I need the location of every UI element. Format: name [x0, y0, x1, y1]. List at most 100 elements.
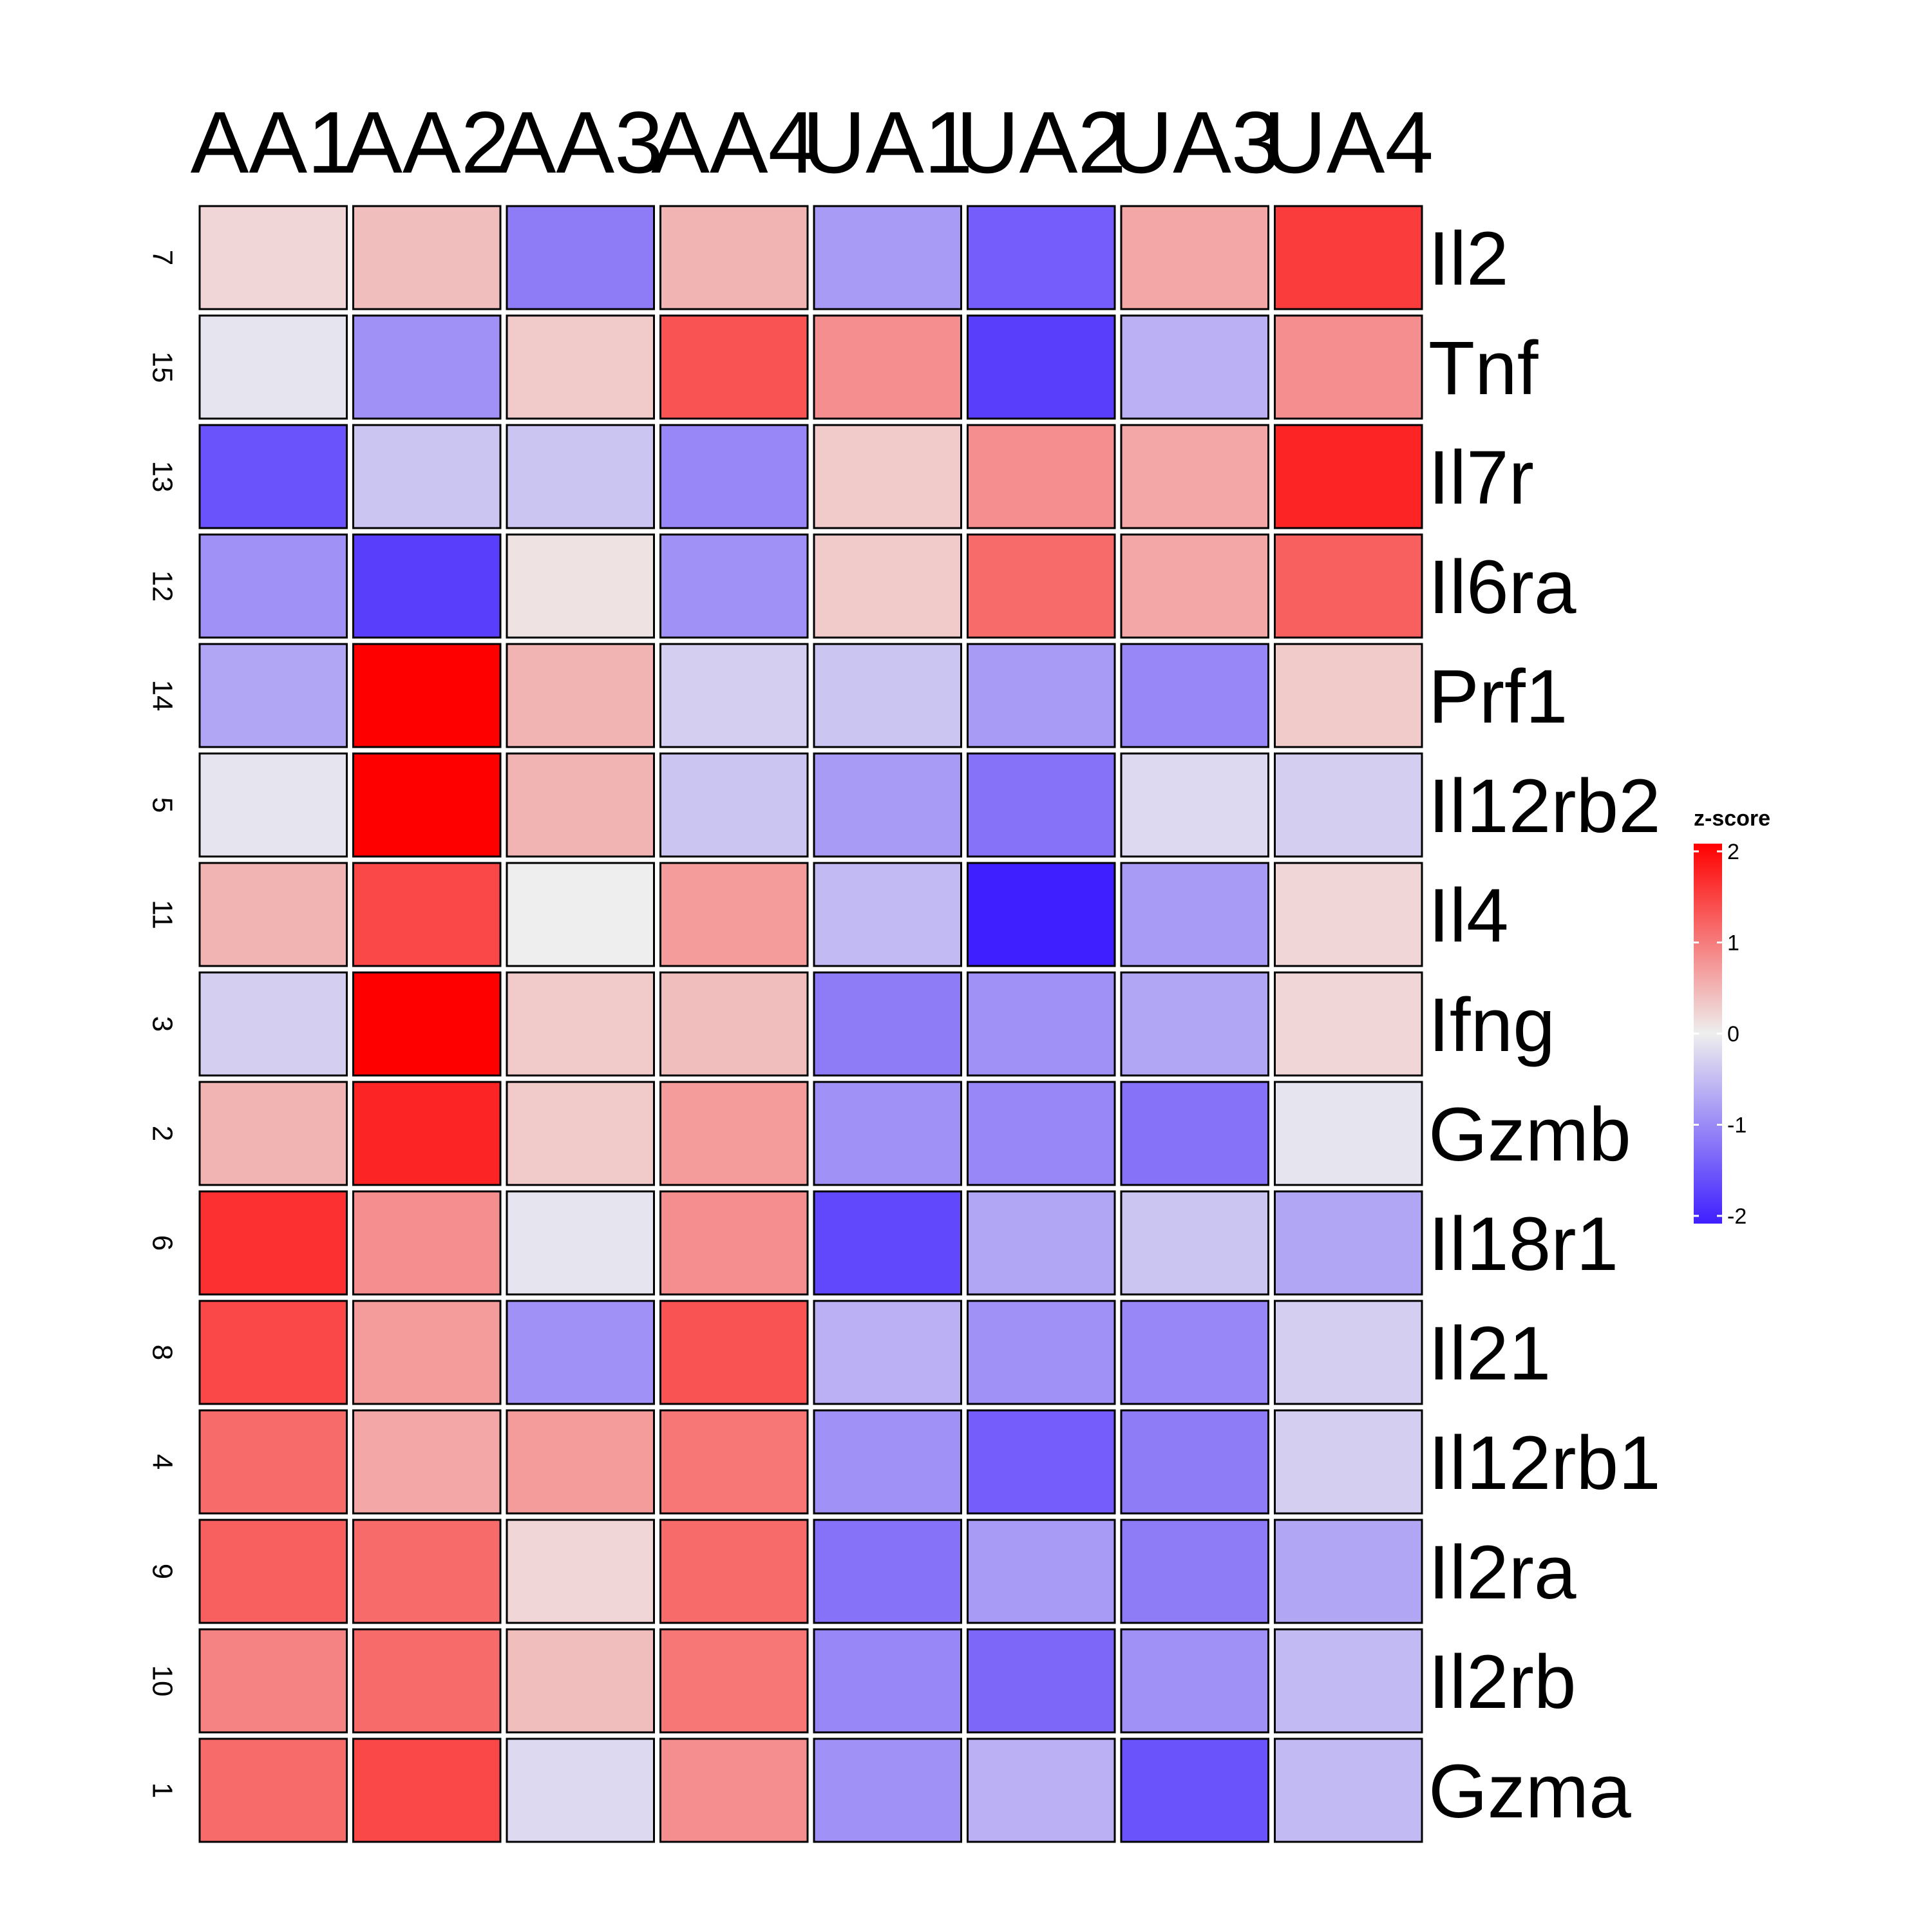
row-index-label: 12: [147, 571, 178, 602]
heatmap-cell: [506, 533, 655, 639]
row-index-label: 14: [147, 680, 178, 712]
row-index-label: 10: [147, 1665, 178, 1697]
heatmap-cell: [967, 862, 1116, 967]
row-gene-label: Il6ra: [1428, 545, 1577, 630]
row-gene-label: Il2: [1428, 216, 1509, 301]
row-gene-label: Il2ra: [1428, 1530, 1577, 1615]
heatmap-cell: [506, 1519, 655, 1624]
heatmap-cell: [967, 971, 1116, 1077]
legend-title: z-score: [1694, 806, 1770, 831]
legend-tick-label: 1: [1727, 931, 1739, 956]
heatmap-cell: [198, 752, 348, 858]
heatmap-cell: [198, 533, 348, 639]
column-label: AA1: [191, 93, 356, 191]
row-index-label: 6: [147, 1235, 178, 1251]
heatmap-cell: [506, 1628, 655, 1734]
heatmap-cell: [813, 1738, 962, 1843]
heatmap-cell: [198, 424, 348, 529]
heatmap-cell: [352, 1628, 502, 1734]
legend-tick-label: 0: [1727, 1022, 1739, 1046]
heatmap-cell: [506, 1409, 655, 1515]
heatmap-cell: [198, 862, 348, 967]
heatmap-cell: [506, 205, 655, 310]
heatmap-cell: [659, 752, 809, 858]
row-index-label: 4: [147, 1454, 178, 1470]
heatmap-cell: [813, 314, 962, 420]
heatmap-cell: [813, 752, 962, 858]
row-gene-label: Gzmb: [1428, 1092, 1631, 1177]
heatmap-cell: [967, 1409, 1116, 1515]
heatmap-cell: [1120, 1190, 1269, 1296]
color-legend: z-score 2 1 0 -1 -2: [1694, 806, 1770, 1229]
heatmap-cell: [506, 971, 655, 1077]
row-gene-label: Prf1: [1428, 654, 1567, 739]
heatmap-cell: [352, 1190, 502, 1296]
heatmap-cell: [352, 1081, 502, 1186]
heatmap-cell: [967, 1519, 1116, 1624]
heatmap-cell: [352, 643, 502, 748]
row-gene-label: Tnf: [1428, 326, 1539, 411]
heatmap-cell: [659, 1738, 809, 1843]
legend-tick-label: 2: [1727, 840, 1739, 864]
heatmap-cell: [198, 205, 348, 310]
heatmap-cell: [506, 1081, 655, 1186]
row-gene-label: Il4: [1428, 873, 1509, 958]
heatmap-cells: [198, 205, 1423, 1843]
column-label: AA4: [651, 93, 817, 191]
heatmap-cell: [659, 533, 809, 639]
heatmap-cell: [813, 643, 962, 748]
heatmap-cell: [1274, 1190, 1423, 1296]
heatmap-cell: [813, 1300, 962, 1405]
heatmap-cell: [1274, 424, 1423, 529]
heatmap-cell: [1274, 533, 1423, 639]
heatmap-cell: [1120, 862, 1269, 967]
heatmap-cell: [813, 862, 962, 967]
heatmap-cell: [1274, 1628, 1423, 1734]
heatmap-cell: [352, 533, 502, 639]
heatmap-cell: [1274, 1519, 1423, 1624]
column-label: AA3: [498, 93, 663, 191]
heatmap-cell: [506, 752, 655, 858]
heatmap-cell: [352, 314, 502, 420]
row-index-label: 1: [147, 1783, 178, 1798]
legend-tick-label: -2: [1727, 1204, 1747, 1229]
heatmap-cell: [1120, 971, 1269, 1077]
heatmap-cell: [813, 1081, 962, 1186]
heatmap-cell: [1274, 752, 1423, 858]
row-gene-label: Il18r1: [1428, 1202, 1618, 1287]
heatmap-cell: [813, 971, 962, 1077]
row-gene-label: Il2rb: [1428, 1640, 1577, 1725]
heatmap-cell: [659, 314, 809, 420]
heatmap-cell: [198, 643, 348, 748]
heatmap-cell: [352, 424, 502, 529]
heatmap-cell: [352, 862, 502, 967]
row-index-label: 2: [147, 1126, 178, 1141]
heatmap-cell: [506, 424, 655, 529]
heatmap-cell: [659, 643, 809, 748]
heatmap-cell: [352, 1409, 502, 1515]
heatmap-cell: [659, 424, 809, 529]
heatmap-cell: [967, 752, 1116, 858]
heatmap-cell: [1120, 1409, 1269, 1515]
heatmap-cell: [506, 314, 655, 420]
heatmap-cell: [198, 1628, 348, 1734]
heatmap-cell: [352, 752, 502, 858]
heatmap-cell: [1274, 1409, 1423, 1515]
row-gene-label: Il12rb2: [1428, 764, 1661, 849]
column-label: UA4: [1263, 93, 1434, 191]
legend-tick-label: -1: [1727, 1113, 1747, 1138]
heatmap-cell: [1274, 643, 1423, 748]
heatmap-cell: [659, 1519, 809, 1624]
heatmap-cell: [813, 1409, 962, 1515]
heatmap-cell: [967, 1628, 1116, 1734]
heatmap-cell: [352, 1300, 502, 1405]
heatmap-cell: [967, 314, 1116, 420]
heatmap-cell: [506, 1300, 655, 1405]
heatmap-cell: [198, 971, 348, 1077]
heatmap-cell: [967, 1190, 1116, 1296]
heatmap-cell: [1274, 205, 1423, 310]
heatmap-cell: [1120, 424, 1269, 529]
column-label: UA3: [1110, 93, 1280, 191]
row-gene-label: Il21: [1428, 1311, 1551, 1396]
heatmap-cell: [967, 533, 1116, 639]
